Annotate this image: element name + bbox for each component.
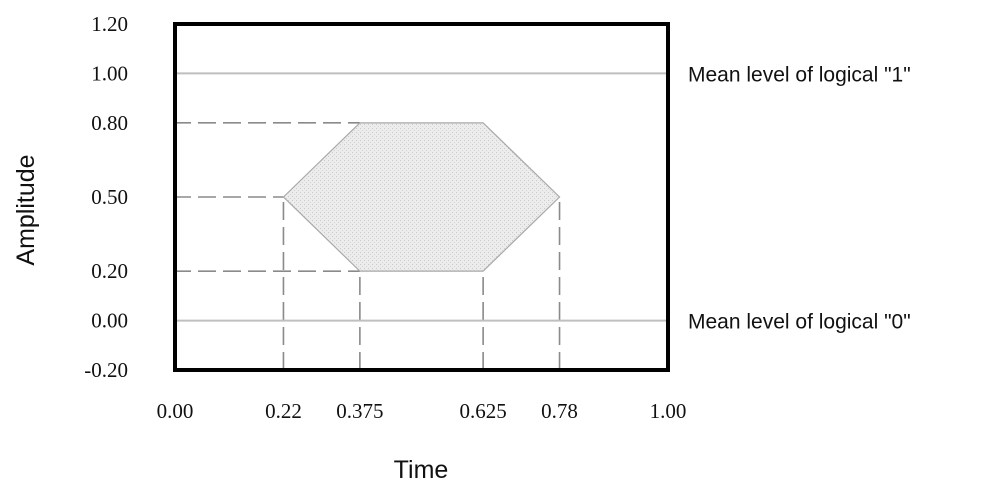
- x-tick-label: 0.78: [541, 399, 578, 423]
- x-axis-tick-labels: 0.00 0.22 0.375 0.625 0.78 1.00: [157, 399, 687, 423]
- y-axis-title: Amplitude: [12, 154, 40, 265]
- y-tick-label: 0.20: [91, 259, 128, 283]
- reference-line-label-1: Mean level of logical "0": [688, 311, 911, 334]
- y-tick-label: 1.20: [91, 12, 128, 36]
- x-tick-label: 0.00: [157, 399, 194, 423]
- y-tick-label: -0.20: [84, 358, 128, 382]
- eye-mask-region: [282, 122, 561, 272]
- reference-annotations: Mean level of logical "1" Mean level of l…: [688, 63, 911, 333]
- y-tick-label: 1.00: [91, 61, 128, 85]
- y-tick-label: 0.50: [91, 185, 128, 209]
- reference-line-label-0: Mean level of logical "1": [688, 63, 911, 86]
- x-tick-label: 0.375: [336, 399, 383, 423]
- y-axis-tick-labels: 1.20 1.00 0.80 0.50 0.20 0.00 -0.20: [84, 12, 128, 382]
- x-tick-label: 0.625: [460, 399, 507, 423]
- x-axis-title: Time: [394, 456, 449, 484]
- y-tick-label: 0.80: [91, 111, 128, 135]
- x-tick-label: 1.00: [650, 399, 687, 423]
- plot-frame: [173, 22, 670, 372]
- y-tick-label: 0.00: [91, 309, 128, 333]
- x-tick-label: 0.22: [265, 399, 302, 423]
- reference-lines-layer: [175, 72, 668, 322]
- guide-lines-layer: [173, 122, 561, 370]
